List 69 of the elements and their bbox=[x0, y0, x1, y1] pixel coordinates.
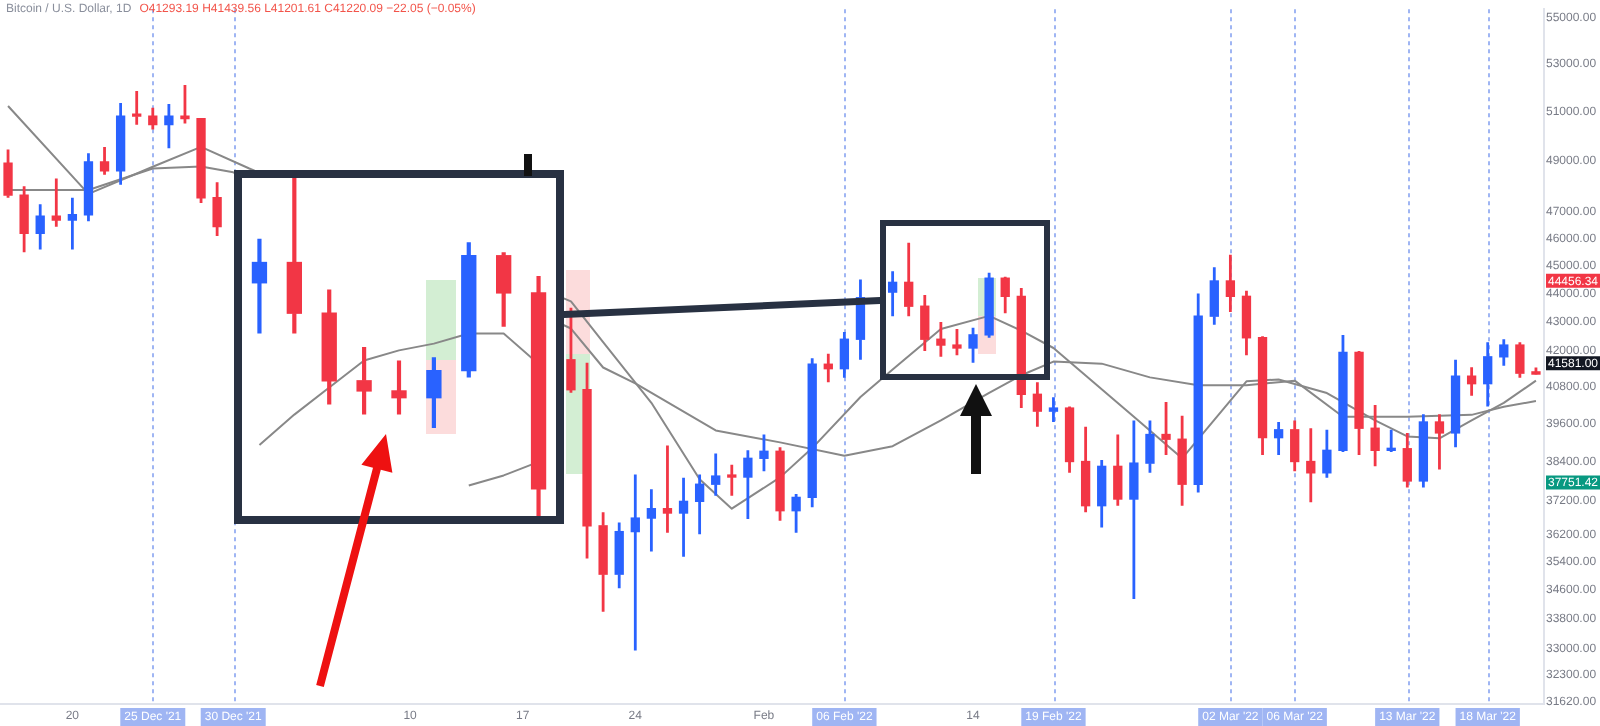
candlestick bbox=[321, 287, 337, 407]
candlestick bbox=[1097, 458, 1107, 529]
candlestick bbox=[1161, 400, 1171, 457]
candlestick bbox=[1064, 405, 1075, 475]
candlestick bbox=[743, 448, 753, 521]
candlestick bbox=[426, 355, 442, 431]
candlestick bbox=[286, 178, 302, 336]
candlestick bbox=[356, 344, 372, 417]
candlestick bbox=[83, 151, 94, 223]
candlestick bbox=[711, 452, 721, 498]
candlestick bbox=[582, 361, 592, 560]
candlestick bbox=[461, 240, 477, 380]
candlestick bbox=[115, 101, 126, 187]
candlestick bbox=[1129, 419, 1139, 601]
candlestick bbox=[984, 271, 994, 340]
candlestick bbox=[1338, 333, 1348, 454]
candlestick bbox=[807, 356, 817, 509]
candlestick bbox=[1402, 431, 1412, 489]
candlestick bbox=[1048, 395, 1059, 424]
candlestick bbox=[1145, 419, 1155, 475]
candlestick bbox=[51, 177, 61, 229]
candlestick bbox=[694, 473, 705, 536]
candlestick bbox=[614, 521, 624, 590]
candlestick bbox=[391, 358, 407, 417]
candlestick bbox=[678, 476, 689, 559]
candlestick bbox=[530, 273, 547, 516]
candlestick bbox=[1032, 380, 1043, 429]
candlestick bbox=[968, 326, 978, 365]
candlestick bbox=[646, 487, 657, 553]
candlestick bbox=[936, 320, 946, 359]
candlestick bbox=[887, 269, 898, 318]
candlestick bbox=[1241, 289, 1252, 357]
candlestick bbox=[759, 433, 769, 473]
candlestick bbox=[1515, 340, 1525, 380]
candlestick bbox=[212, 180, 222, 238]
candlestick bbox=[1434, 412, 1445, 471]
candlestick bbox=[1418, 412, 1429, 489]
candlestick bbox=[1290, 419, 1300, 473]
candlestick bbox=[1113, 433, 1123, 508]
candlestick bbox=[1225, 253, 1236, 314]
candlestick bbox=[952, 327, 962, 357]
candlestick bbox=[251, 236, 268, 336]
candlestick bbox=[1177, 414, 1187, 508]
candlestick bbox=[598, 510, 608, 614]
candlestick bbox=[904, 241, 914, 318]
candlestick bbox=[1370, 403, 1380, 468]
candlestick bbox=[35, 202, 45, 251]
candlestick bbox=[1080, 425, 1091, 514]
candlestick bbox=[920, 293, 930, 353]
candlestick bbox=[662, 444, 673, 535]
candlestick bbox=[1193, 292, 1203, 494]
candlestick bbox=[1000, 277, 1010, 315]
candlestick bbox=[1499, 337, 1509, 368]
candlestick bbox=[1322, 428, 1332, 480]
candlestick bbox=[839, 330, 850, 380]
candlestick bbox=[67, 196, 78, 251]
candlestick bbox=[1016, 286, 1026, 410]
candlestick bbox=[1450, 358, 1461, 449]
candlestick bbox=[99, 145, 110, 177]
candlestick bbox=[566, 306, 576, 395]
candlestick bbox=[1354, 351, 1364, 457]
candlestick bbox=[1483, 340, 1493, 408]
candlestick bbox=[164, 102, 174, 150]
candlestick bbox=[630, 473, 640, 652]
candlestick bbox=[791, 492, 801, 535]
candlestick bbox=[1273, 420, 1284, 457]
candlestick bbox=[1209, 265, 1219, 327]
candlestick bbox=[496, 250, 512, 329]
candlestick bbox=[19, 184, 29, 254]
